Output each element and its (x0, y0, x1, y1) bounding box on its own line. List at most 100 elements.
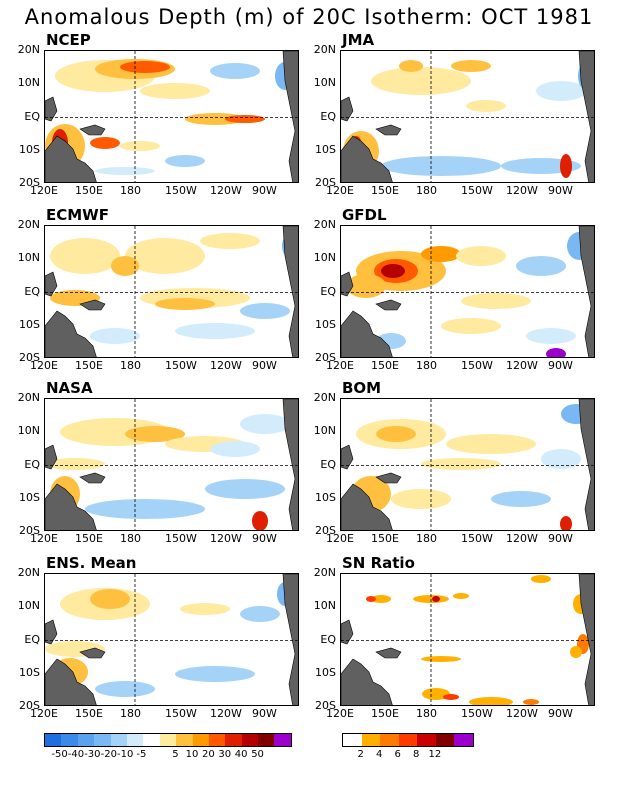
x-tick-label: 150W (165, 184, 197, 197)
panel-title: NASA (46, 379, 93, 397)
panel-ens-mean: ENS. Mean 20N 10N EQ 10S 20S 120E 150E 180 150W 1… (18, 554, 304, 720)
x-tick-label: 90W (252, 359, 277, 372)
map-field (341, 226, 594, 357)
colorbar-swatch (258, 734, 275, 746)
anomaly-contour (381, 156, 501, 176)
land-mass (45, 96, 58, 122)
y-tick-label: 10N (17, 251, 40, 265)
y-tick-label: 10N (313, 76, 336, 90)
colorbar-swatch (159, 734, 177, 746)
anomaly-contour (523, 699, 539, 705)
x-tick-label: 180 (120, 184, 141, 197)
land-mass (578, 399, 594, 530)
x-tick-label: 120E (30, 707, 58, 720)
colorbar-label: -10 (117, 749, 134, 760)
x-tick-label: 180 (120, 359, 141, 372)
colorbar-label: -40 (67, 749, 85, 760)
x-tick-label: 90W (548, 532, 573, 545)
x-tick-label: 120W (506, 532, 538, 545)
anomaly-contour (45, 458, 105, 470)
anomaly-contour (441, 318, 501, 334)
land-mass (341, 271, 354, 297)
anomaly-contour (546, 348, 566, 357)
anomaly-contour (185, 113, 245, 125)
anomaly-contour (125, 426, 185, 442)
anomaly-contour (421, 656, 461, 662)
y-tick-label: 10S (315, 665, 336, 679)
x-tick-label: 150W (461, 707, 493, 720)
colorbar-label: 4 (376, 749, 383, 760)
anomaly-contour (469, 697, 513, 705)
y-tick-label: 20N (313, 218, 336, 231)
x-tick-label: 90W (252, 184, 277, 197)
colorbar-swatch (45, 734, 62, 746)
land-mass (45, 483, 97, 530)
figure-title: Anomalous Depth (m) of 20C Isotherm: OCT… (24, 5, 594, 29)
land-mass (45, 310, 97, 357)
land-mass (45, 619, 58, 645)
colorbar-label: 6 (394, 749, 401, 760)
anomaly-contour (95, 167, 155, 175)
anomaly-contour (90, 137, 120, 149)
anomaly-contour (432, 596, 440, 602)
x-tick-label: 120W (506, 184, 538, 197)
x-tick-label: 150E (371, 707, 399, 720)
map-field (45, 51, 298, 182)
y-tick-label: EQ (24, 109, 40, 123)
x-tick-label: 120E (30, 532, 58, 545)
land-mass (282, 399, 298, 530)
colorbar-swatch (225, 734, 242, 746)
x-tick-label: 180 (416, 359, 437, 372)
x-tick-label: 90W (548, 359, 573, 372)
colorbar-label: 20 (202, 749, 215, 760)
colorbar-swatch (143, 734, 160, 746)
colorbar-label: -50 (51, 749, 68, 760)
land-mass (375, 647, 402, 659)
x-tick-label: 150W (165, 707, 197, 720)
colorbar-swatch (343, 734, 362, 746)
anomaly-contour (541, 449, 581, 469)
anomaly-contour (165, 155, 205, 167)
anomaly-contour (421, 458, 501, 470)
anomaly-contour (446, 434, 536, 454)
land-mass (341, 444, 354, 470)
x-tick-label: 150E (371, 184, 399, 197)
land-mass (341, 483, 393, 530)
x-tick-label: 150E (75, 532, 103, 545)
anomaly-contour (95, 681, 155, 697)
y-tick-label: 10S (315, 142, 336, 156)
map-ens-mean (44, 573, 299, 706)
land-mass (578, 51, 594, 182)
y-tick-label: 20S (19, 351, 40, 364)
x-tick-label: 150W (165, 359, 197, 372)
colorbar-swatch (61, 734, 78, 746)
map-sn-ratio (340, 573, 595, 706)
x-tick-label: 150W (461, 184, 493, 197)
y-tick-label: EQ (24, 284, 40, 298)
anomaly-contour (381, 264, 405, 278)
panel-title: ECMWF (46, 206, 109, 224)
map-ncep (44, 50, 299, 183)
x-tick-label: 180 (416, 184, 437, 197)
map-ecmwf (44, 225, 299, 358)
y-tick-label: 20N (17, 218, 40, 231)
x-tick-label: 120E (326, 184, 354, 197)
colorbar-label: 10 (185, 749, 199, 760)
colorbar-swatch (110, 734, 127, 746)
x-tick-label: 120W (210, 532, 242, 545)
land-mass (45, 135, 97, 182)
land-mass (375, 472, 402, 484)
colorbar-swatch (208, 734, 226, 746)
y-tick-label: EQ (24, 632, 40, 646)
anomaly-contour (536, 81, 586, 101)
x-tick-label: 180 (120, 532, 141, 545)
x-tick-label: 120E (30, 184, 58, 197)
land-mass (341, 135, 393, 182)
y-tick-label: 10S (19, 317, 40, 331)
map-field (45, 226, 298, 357)
land-mass (341, 658, 393, 705)
land-mass (375, 124, 402, 136)
anomaly-contour (200, 233, 260, 249)
x-tick-label: 120W (210, 184, 242, 197)
anomaly-contour (205, 479, 285, 499)
